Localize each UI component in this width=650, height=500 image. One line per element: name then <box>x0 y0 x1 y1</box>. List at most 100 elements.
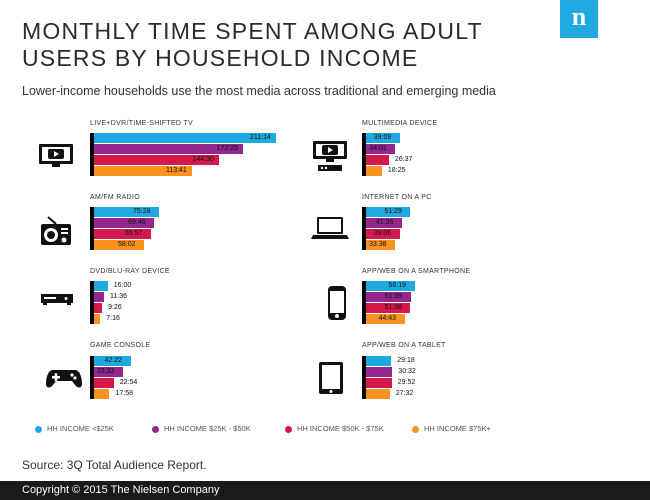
bar-value-label: 51:39 <box>384 293 403 300</box>
bar-value-label: 27:32 <box>395 390 414 397</box>
copyright-text: Copyright © 2015 The Nielsen Company <box>22 484 220 496</box>
bar-app-web-on-a-smartphone-1 <box>366 281 415 291</box>
source-note: Source: 3Q Total Audience Report. <box>22 458 207 472</box>
bar-am-fm-radio-2 <box>94 218 155 228</box>
radio-icon <box>40 216 72 251</box>
bar-am-fm-radio-3 <box>94 229 151 239</box>
bar-value-label: 11:36 <box>109 293 127 300</box>
bar-game-console-1 <box>94 356 131 366</box>
tablet-icon <box>318 361 344 400</box>
panel-axis <box>362 207 366 250</box>
bar-multimedia-device-4 <box>366 166 382 176</box>
bar-value-label: 39:09 <box>373 134 392 141</box>
bar-live-dvr-time-shifted-tv-3 <box>94 155 219 165</box>
legend-label: HH INCOME $75K+ <box>424 424 491 433</box>
bar-value-label: 17:58 <box>115 390 133 397</box>
bar-value-label: 26:37 <box>394 156 413 163</box>
bar-live-dvr-time-shifted-tv-4 <box>94 166 192 176</box>
bar-dvd-blu-ray-device-1 <box>94 281 108 291</box>
panel-title-internet-on-a-pc: INTERNET ON A PC <box>362 194 432 201</box>
bar-value-label: 58:02 <box>117 241 136 248</box>
bar-am-fm-radio-4 <box>94 240 144 250</box>
legend-label: HH INCOME $25K - $50K <box>164 424 251 433</box>
bar-value-label: 144:30 <box>192 156 214 163</box>
laptop-icon <box>311 216 349 245</box>
bar-value-label: 18:25 <box>387 167 406 174</box>
bar-app-web-on-a-tablet-1 <box>366 356 392 366</box>
bar-multimedia-device-3 <box>366 155 389 165</box>
panel-axis <box>362 133 366 176</box>
bar-game-console-4 <box>94 389 110 399</box>
bar-value-label: 7:16 <box>106 315 120 322</box>
panel-title-dvd-blu-ray-device: DVD/BLU-RAY DEVICE <box>90 268 170 275</box>
chart-subtitle: Lower-income households use the most med… <box>22 84 496 98</box>
bar-value-label: 33:33 <box>96 368 115 375</box>
panel-title-multimedia-device: MULTIMEDIA DEVICE <box>362 120 438 127</box>
bar-value-label: 9:26 <box>108 304 122 311</box>
bar-app-web-on-a-smartphone-2 <box>366 292 411 302</box>
bar-app-web-on-a-smartphone-3 <box>366 303 411 313</box>
bar-value-label: 41:36 <box>375 219 394 226</box>
bar-multimedia-device-1 <box>366 133 400 143</box>
legend-swatch <box>152 426 159 433</box>
bar-game-console-3 <box>94 378 114 388</box>
bar-value-label: 113:41 <box>165 167 187 174</box>
bar-game-console-2 <box>94 367 123 377</box>
legend-swatch <box>285 426 292 433</box>
bar-value-label: 39:06 <box>373 230 392 237</box>
legend-label: HH INCOME $50K - $75K <box>297 424 384 433</box>
panel-axis <box>90 207 94 250</box>
tv-icon <box>38 143 74 172</box>
bar-value-label: 42:22 <box>104 357 123 364</box>
panel-axis <box>362 356 366 399</box>
multimedia-device-icon <box>312 140 348 177</box>
dvd-player-icon <box>40 292 74 311</box>
bar-value-label: 51:38 <box>384 304 403 311</box>
panel-title-app-web-on-a-tablet: APP/WEB ON A TABLET <box>362 342 446 349</box>
panel-axis <box>90 281 94 324</box>
footer-bar: Copyright © 2015 The Nielsen Company <box>0 481 650 500</box>
bar-value-label: 30:32 <box>398 368 416 375</box>
bar-multimedia-device-2 <box>366 144 396 154</box>
panel-title-game-console: GAME CONSOLE <box>90 342 151 349</box>
bar-value-label: 22:54 <box>119 379 138 386</box>
bar-internet-on-a-pc-3 <box>366 229 400 239</box>
bar-value-label: 44:43 <box>378 315 397 322</box>
bar-value-label: 75:28 <box>133 208 151 215</box>
bar-value-label: 16:00 <box>113 282 132 289</box>
chart-panels: LIVE+DVR/TIME-SHIFTED TV 211:14 172:25 144:… <box>38 120 471 400</box>
legend: HH INCOME <$25K HH INCOME $25K - $50K HH… <box>0 424 650 438</box>
bar-value-label: 29:18 <box>397 357 415 364</box>
bar-internet-on-a-pc-2 <box>366 218 402 228</box>
bar-value-label: 172:25 <box>216 145 238 152</box>
panel-title-am-fm-radio: AM/FM RADIO <box>90 194 140 201</box>
legend-swatch <box>412 426 419 433</box>
bar-value-label: 29:52 <box>397 379 416 386</box>
bar-value-label: 65:57 <box>124 230 143 237</box>
panel-title-live-dvr-time-shifted-tv: LIVE+DVR/TIME-SHIFTED TV <box>90 120 193 127</box>
bar-am-fm-radio-1 <box>94 207 160 217</box>
bar-value-label: 34:01 <box>369 145 387 152</box>
panel-axis <box>90 133 94 176</box>
nielsen-logo: n <box>560 0 598 38</box>
bar-value-label: 33:38 <box>368 241 387 248</box>
bar-app-web-on-a-tablet-2 <box>366 367 393 377</box>
bar-value-label: 51:29 <box>384 208 402 215</box>
bar-app-web-on-a-tablet-3 <box>366 378 392 388</box>
bar-dvd-blu-ray-device-3 <box>94 303 103 313</box>
bar-dvd-blu-ray-device-2 <box>94 292 104 302</box>
bar-app-web-on-a-smartphone-4 <box>366 314 405 324</box>
bar-live-dvr-time-shifted-tv-1 <box>94 133 276 143</box>
bar-app-web-on-a-tablet-4 <box>366 389 390 399</box>
panel-title-app-web-on-a-smartphone: APP/WEB ON A SMARTPHONE <box>362 268 471 275</box>
legend-swatch <box>35 426 42 433</box>
bar-internet-on-a-pc-4 <box>366 240 395 250</box>
bar-value-label: 56:19 <box>388 282 407 289</box>
chart-title: MONTHLY TIME SPENT AMONG ADULT USERS BY … <box>22 18 483 71</box>
panel-axis <box>362 281 366 324</box>
bar-dvd-blu-ray-device-4 <box>94 314 101 324</box>
bar-internet-on-a-pc-1 <box>366 207 411 217</box>
legend-label: HH INCOME <$25K <box>47 424 114 433</box>
bar-live-dvr-time-shifted-tv-2 <box>94 144 243 154</box>
game-controller-icon <box>45 366 83 395</box>
